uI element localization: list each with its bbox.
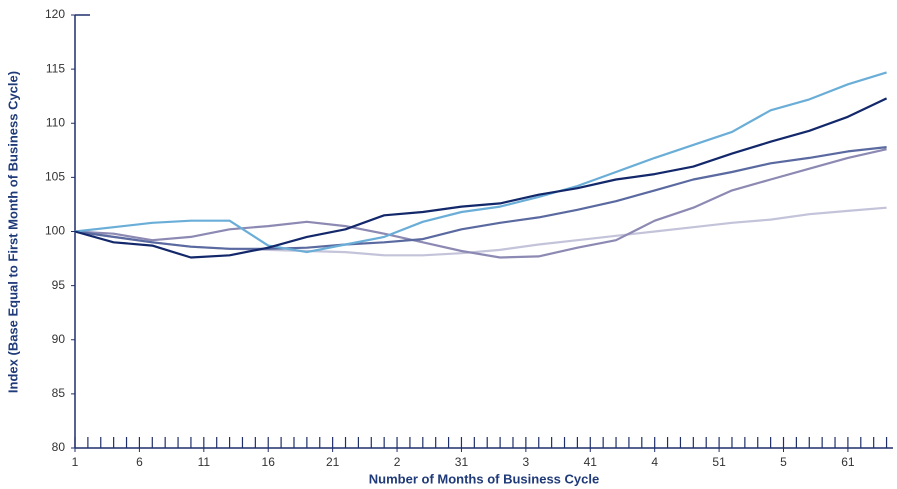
x-tick-label: 16 <box>262 455 276 469</box>
x-tick-label: 11 <box>198 455 211 469</box>
series-line <box>74 71 887 254</box>
series-line <box>74 97 888 259</box>
x-tick-label: 31 <box>455 455 469 469</box>
x-tick-label: 4 <box>651 455 658 469</box>
y-tick-label: 80 <box>52 440 66 454</box>
y-tick-label: 110 <box>46 115 65 129</box>
y-axis-title: Index (Base Equal to First Month of Busi… <box>5 71 20 393</box>
x-tick-label: 21 <box>326 455 340 469</box>
y-tick-label: 90 <box>52 332 66 346</box>
y-tick-label: 120 <box>45 7 65 21</box>
x-tick-label: 61 <box>841 455 855 469</box>
series-line <box>74 146 887 250</box>
x-tick-label: 2 <box>394 455 401 469</box>
x-tick-label: 1 <box>72 455 79 469</box>
y-tick-label: 115 <box>46 61 65 75</box>
x-tick-label: 5 <box>780 455 787 469</box>
series-line <box>74 206 887 257</box>
x-tick-label: 3 <box>523 455 530 469</box>
x-tick-label: 6 <box>136 455 143 469</box>
y-tick-label: 95 <box>52 278 66 292</box>
y-tick-label: 85 <box>52 386 66 400</box>
x-tick-label: 51 <box>712 455 726 469</box>
series-line <box>74 148 887 259</box>
y-tick-label: 100 <box>45 224 65 238</box>
y-tick-label: 105 <box>45 170 65 184</box>
x-axis-title: Number of Months of Business Cycle <box>369 471 599 486</box>
x-tick-label: 41 <box>584 455 598 469</box>
